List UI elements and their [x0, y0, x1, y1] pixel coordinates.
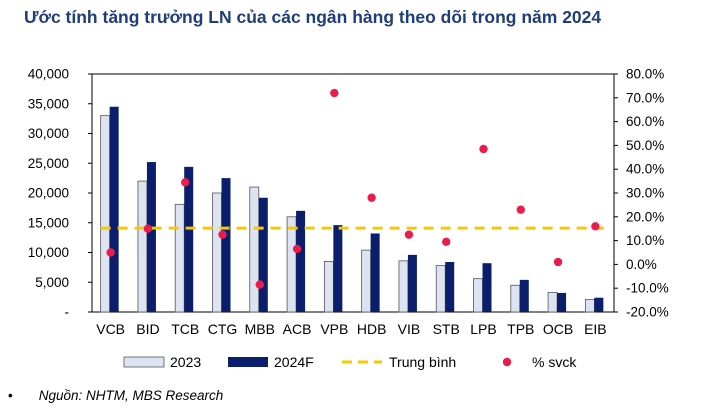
left-axis-label: 40,000: [28, 67, 69, 82]
yoy-dot-tpb: [516, 205, 525, 214]
category-label-acb: ACB: [283, 321, 312, 337]
bar-2024f-ocb: [557, 292, 567, 312]
right-axis-label: 40.0%: [626, 162, 664, 177]
category-label-ctg: CTG: [208, 321, 238, 337]
bar-2023-eib: [584, 299, 595, 313]
yoy-dot-bid: [143, 224, 153, 233]
left-axis-label: -: [65, 305, 70, 320]
legend-swatch-2024f: [228, 357, 268, 367]
yoy-dot-eib: [591, 222, 600, 231]
bar-2024f-lpb: [482, 263, 492, 312]
bar-2024f-bid: [146, 162, 156, 312]
category-label-vcb: VCB: [96, 321, 125, 337]
bar-2023-acb: [286, 216, 297, 313]
bullet-icon: •: [8, 388, 13, 403]
category-label-bid: BID: [136, 321, 159, 337]
left-axis-label: 15,000: [28, 215, 69, 230]
bar-2023-tpb: [510, 284, 521, 313]
right-axis-label: 30.0%: [626, 186, 664, 201]
category-label-vib: VIB: [398, 321, 421, 337]
bar-2024f-stb: [445, 262, 455, 312]
bar-2023-ocb: [547, 291, 558, 313]
right-axis-label: -20.0%: [626, 305, 669, 320]
right-axis-label: 20.0%: [626, 209, 664, 224]
legend-label-2023: 2023: [170, 354, 201, 370]
bar-2024f-vpb: [333, 225, 343, 312]
yoy-dot-stb: [442, 237, 451, 246]
bar-2023-mbb: [249, 186, 260, 313]
bar-2023-bid: [137, 180, 148, 313]
yoy-dot-vcb: [106, 248, 115, 257]
yoy-dot-hdb: [367, 193, 376, 202]
bar-2023-vcb: [100, 115, 111, 313]
bar-2024f-tcb: [184, 166, 194, 312]
bar-2023-vpb: [323, 261, 334, 313]
bar-2024f-eib: [594, 297, 604, 312]
legend-swatch-yoy: [502, 357, 512, 367]
legend-label-average: Trung bình: [389, 354, 456, 370]
left-axis-label: 10,000: [28, 245, 69, 260]
left-axis-label: 5,000: [35, 275, 69, 290]
right-axis-label: 80.0%: [626, 67, 664, 82]
bar-2024f-hdb: [370, 233, 380, 312]
bar-2023-lpb: [473, 278, 483, 313]
category-label-lpb: LPB: [470, 321, 496, 337]
legend-swatch-2023: [123, 356, 165, 368]
bar-2024f-vcb: [109, 106, 119, 312]
category-label-hdb: HDB: [357, 321, 387, 337]
left-axis-label: 30,000: [28, 126, 69, 141]
left-axis-label: 35,000: [28, 96, 69, 111]
bar-2024f-mbb: [258, 197, 268, 312]
category-label-tpb: TPB: [507, 321, 534, 337]
category-label-mbb: MBB: [245, 321, 275, 337]
yoy-dot-lpb: [479, 144, 488, 154]
right-axis-label: 10.0%: [626, 233, 664, 248]
bar-2023-ctg: [212, 192, 222, 313]
right-axis-label: 70.0%: [626, 90, 664, 105]
yoy-dot-vib: [404, 230, 414, 239]
bar-2023-vib: [398, 260, 409, 313]
bar-2024f-tpb: [519, 279, 529, 312]
legend-label-2024f: 2024F: [274, 354, 314, 370]
yoy-dot-mbb: [255, 280, 264, 289]
legend-label-yoy: % svck: [532, 354, 577, 370]
yoy-dot-tcb: [181, 178, 190, 187]
bar-2024f-vib: [407, 254, 417, 312]
category-label-vpb: VPB: [320, 321, 348, 337]
right-axis-label: -10.0%: [626, 281, 669, 296]
bar-2023-hdb: [361, 249, 372, 313]
category-label-stb: STB: [433, 321, 460, 337]
yoy-dot-ctg: [218, 230, 227, 239]
left-axis-label: 25,000: [28, 156, 69, 171]
left-axis-label: 20,000: [28, 186, 69, 201]
yoy-dot-ocb: [553, 257, 563, 267]
source-note: • Nguồn: NHTM, MBS Research: [8, 388, 223, 403]
bar-2023-tcb: [174, 203, 185, 313]
yoy-dot-vpb: [330, 88, 339, 98]
right-axis-label: 60.0%: [626, 114, 664, 129]
bar-2024f-ctg: [221, 178, 231, 312]
right-axis-label: 0.0%: [626, 257, 657, 272]
right-axis-label: 50.0%: [626, 138, 664, 153]
plot-area-border: [91, 73, 615, 313]
category-label-eib: EIB: [584, 321, 607, 337]
category-label-tcb: TCB: [171, 321, 199, 337]
bar-2024f-acb: [296, 210, 306, 312]
source-text: Nguồn: NHTM, MBS Research: [38, 388, 224, 403]
bar-2023-stb: [435, 265, 446, 313]
yoy-dot-acb: [292, 244, 302, 254]
category-label-ocb: OCB: [543, 321, 573, 337]
chart-title: Ước tính tăng trưởng LN của các ngân hàn…: [24, 7, 602, 27]
